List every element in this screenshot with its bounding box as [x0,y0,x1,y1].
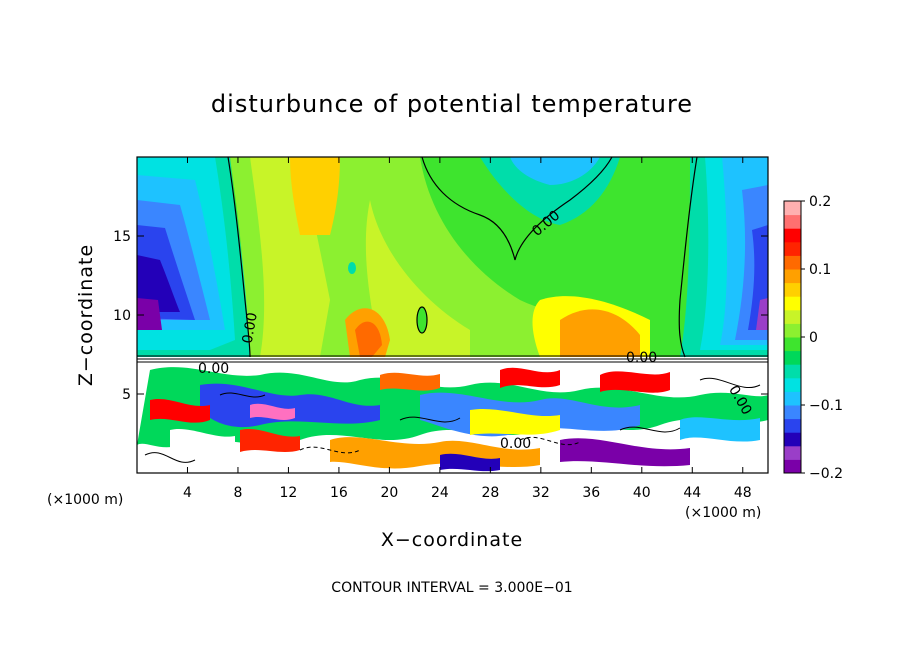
colorbar-swatch [784,201,801,216]
colorbar-swatch [784,323,801,338]
colorbar-swatch [784,214,801,229]
colorbar-tick-label: 0.1 [809,262,831,278]
x-axis-label: X−coordinate [381,529,523,551]
x-unit-left: (×1000 m) [47,492,123,508]
contour-label: 0.00 [626,350,657,366]
colorbar-tick-label: −0.1 [809,398,843,414]
contour-interval-note: CONTOUR INTERVAL = 3.000E−01 [331,580,572,596]
colorbar-tick-label: 0 [809,330,818,346]
y-tick-label: 10 [113,308,131,324]
colorbar-tick-label: 0.2 [809,194,831,210]
x-axis-ticks: 4 8 12 16 20 24 28 32 36 40 44 48 [183,157,752,501]
colorbar-swatch [784,432,801,447]
colorbar-swatch [784,228,801,243]
colorbar-swatch [784,269,801,284]
colorbar-swatch [784,377,801,392]
colorbar [783,200,802,474]
colorbar-ticks: 0.2 0.1 0 −0.1 −0.2 [801,194,843,482]
x-tick-label: 16 [330,485,348,501]
colorbar-swatch [784,459,801,474]
chart-title: disturbunce of potential temperature [211,90,693,118]
y-tick-label: 5 [122,387,131,403]
x-tick-label: 28 [481,485,499,501]
colorbar-swatch [784,337,801,352]
colorbar-swatch [784,364,801,379]
contour-label: 0.00 [240,311,261,344]
heatmap-field [137,157,768,473]
x-tick-label: 40 [633,485,651,501]
contour-label: 0.00 [198,361,229,377]
x-tick-label: 44 [683,485,701,501]
colorbar-swatch [784,282,801,297]
colorbar-swatch [784,309,801,324]
colorbar-tick-label: −0.2 [809,466,843,482]
colorbar-swatch [784,255,801,270]
colorbar-swatch [784,445,801,460]
x-tick-label: 32 [532,485,550,501]
contour-label: 0.00 [500,436,531,452]
x-tick-label: 8 [233,485,242,501]
x-tick-label: 36 [582,485,600,501]
y-tick-label: 15 [113,229,131,245]
colorbar-swatch [784,405,801,420]
x-tick-label: 48 [734,485,752,501]
x-tick-label: 24 [431,485,449,501]
x-tick-label: 12 [280,485,298,501]
y-axis-ticks: 5 10 15 [113,229,768,403]
colorbar-swatch [784,241,801,256]
x-tick-label: 20 [380,485,398,501]
colorbar-swatch [784,296,801,311]
x-tick-label: 4 [183,485,192,501]
colorbar-swatch [784,418,801,433]
colorbar-swatch [784,350,801,365]
y-axis-label: Z−coordinate [75,244,97,386]
x-unit-right: (×1000 m) [685,505,761,521]
colorbar-swatch [784,391,801,406]
